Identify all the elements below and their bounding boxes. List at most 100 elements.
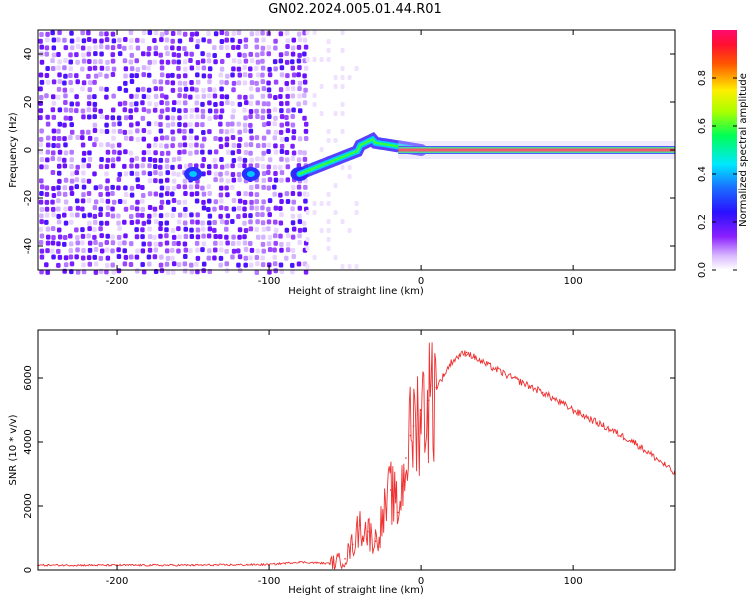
heatmap-cell bbox=[261, 86, 267, 92]
heatmap-cell bbox=[266, 101, 271, 107]
heatmap-cell bbox=[123, 171, 129, 177]
heatmap-cell bbox=[92, 94, 97, 100]
heatmap-cell bbox=[63, 177, 69, 183]
heatmap-cell bbox=[201, 233, 206, 239]
heatmap-cell bbox=[177, 38, 183, 44]
heatmap-cell bbox=[201, 73, 207, 79]
heatmap-cell bbox=[57, 121, 63, 127]
heatmap-cell bbox=[129, 157, 135, 163]
heatmap-cell bbox=[38, 149, 44, 155]
heatmap-cell bbox=[231, 58, 237, 64]
heatmap-cell bbox=[56, 248, 61, 254]
heatmap-cell bbox=[182, 220, 188, 226]
snr-point bbox=[481, 361, 483, 363]
heatmap-cell bbox=[80, 108, 86, 114]
heatmap-cell bbox=[56, 143, 61, 149]
heatmap-cell bbox=[242, 72, 248, 78]
heatmap-cell bbox=[218, 121, 223, 127]
heatmap-cell bbox=[147, 178, 153, 184]
heatmap-cell bbox=[50, 226, 56, 232]
heatmap-cell bbox=[158, 114, 163, 120]
heatmap-cell bbox=[243, 58, 249, 64]
heatmap-cell bbox=[110, 143, 115, 149]
heatmap-cell bbox=[284, 136, 289, 142]
heatmap-cell bbox=[44, 219, 49, 225]
snr-point bbox=[465, 351, 468, 354]
heatmap-cell bbox=[189, 234, 195, 240]
heatmap-cell bbox=[164, 45, 169, 51]
heatmap-cell bbox=[164, 143, 169, 149]
heatmap-cell bbox=[50, 248, 55, 254]
heatmap-cell bbox=[75, 205, 81, 211]
heatmap-cell bbox=[255, 59, 261, 65]
heatmap-cell bbox=[117, 171, 122, 177]
heatmap-cell bbox=[194, 31, 200, 37]
heatmap-cell bbox=[290, 206, 295, 212]
heatmap-cell bbox=[117, 86, 122, 92]
heatmap-cell bbox=[255, 156, 260, 162]
heatmap-cell bbox=[305, 30, 310, 35]
heatmap-cell bbox=[297, 86, 302, 92]
heatmap-cell bbox=[158, 128, 164, 134]
heatmap-cell bbox=[248, 72, 253, 78]
heatmap-cell bbox=[159, 108, 165, 114]
heatmap-cell bbox=[128, 241, 134, 247]
heatmap-cell bbox=[248, 255, 253, 261]
heatmap-cell bbox=[212, 52, 217, 58]
heatmap-cell bbox=[158, 233, 163, 239]
heatmap-cell bbox=[213, 59, 218, 65]
heatmap-cell bbox=[39, 128, 44, 134]
heatmap-cell bbox=[285, 128, 291, 134]
heatmap-cell bbox=[254, 135, 260, 141]
heatmap-cell bbox=[195, 79, 201, 85]
heatmap-cell bbox=[122, 248, 127, 254]
heatmap-cell bbox=[104, 185, 110, 191]
heatmap-cell bbox=[207, 115, 212, 121]
heatmap-cell bbox=[177, 80, 183, 86]
heatmap-cell bbox=[165, 150, 171, 156]
heatmap-cell bbox=[201, 93, 207, 99]
heatmap-cell bbox=[104, 31, 109, 37]
heatmap-cell bbox=[50, 65, 56, 71]
heatmap-cell bbox=[201, 156, 207, 162]
heatmap-cell bbox=[291, 37, 297, 43]
heatmap-cell bbox=[213, 31, 219, 37]
heatmap-cell bbox=[243, 191, 248, 197]
heatmap-cell bbox=[56, 213, 61, 219]
heatmap-cell bbox=[170, 80, 176, 86]
heatmap-cell bbox=[266, 129, 271, 135]
heatmap-cell bbox=[231, 234, 236, 240]
heatmap-cell bbox=[171, 234, 177, 240]
heatmap-cell bbox=[69, 163, 74, 169]
heatmap-cell bbox=[231, 177, 237, 183]
heatmap-cell bbox=[39, 164, 44, 170]
heatmap-cell bbox=[267, 66, 272, 72]
heatmap-cell bbox=[267, 72, 273, 78]
heatmap-cell bbox=[122, 100, 128, 106]
heatmap-cell bbox=[225, 192, 230, 198]
heatmap-cell bbox=[80, 129, 85, 135]
heatmap-cell bbox=[231, 198, 237, 204]
heatmap-cell bbox=[158, 122, 163, 128]
heatmap-cell bbox=[51, 192, 57, 198]
heatmap-cell bbox=[260, 212, 265, 218]
heatmap-cell bbox=[51, 150, 56, 156]
heatmap-cell bbox=[297, 227, 303, 233]
heatmap-cell bbox=[182, 212, 188, 218]
heatmap-cell bbox=[224, 142, 230, 148]
heatmap-cell bbox=[273, 38, 278, 44]
heatmap-cell bbox=[39, 191, 44, 197]
signal-line-halo bbox=[398, 141, 675, 159]
heatmap-cell bbox=[152, 142, 158, 148]
heatmap-cell bbox=[230, 121, 235, 127]
heatmap-cell bbox=[267, 177, 273, 183]
heatmap-cell bbox=[243, 37, 249, 43]
heatmap-cell bbox=[224, 268, 230, 274]
heatmap-cell bbox=[63, 107, 69, 113]
heatmap-cell bbox=[285, 199, 291, 205]
heatmap-cell bbox=[182, 80, 188, 86]
y-tick-label: 2000 bbox=[23, 493, 34, 518]
heatmap-cell bbox=[219, 94, 225, 100]
heatmap-cell bbox=[153, 247, 159, 253]
heatmap-cell bbox=[81, 262, 86, 268]
